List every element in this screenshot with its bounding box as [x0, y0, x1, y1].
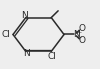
Text: O: O: [79, 36, 86, 45]
Text: −: −: [76, 34, 81, 39]
Text: O: O: [79, 24, 86, 33]
Text: N: N: [73, 30, 80, 39]
Text: N: N: [21, 11, 28, 20]
Text: +: +: [76, 30, 81, 35]
Text: N: N: [23, 49, 30, 58]
Text: Cl: Cl: [2, 30, 11, 39]
Text: Cl: Cl: [48, 52, 57, 61]
